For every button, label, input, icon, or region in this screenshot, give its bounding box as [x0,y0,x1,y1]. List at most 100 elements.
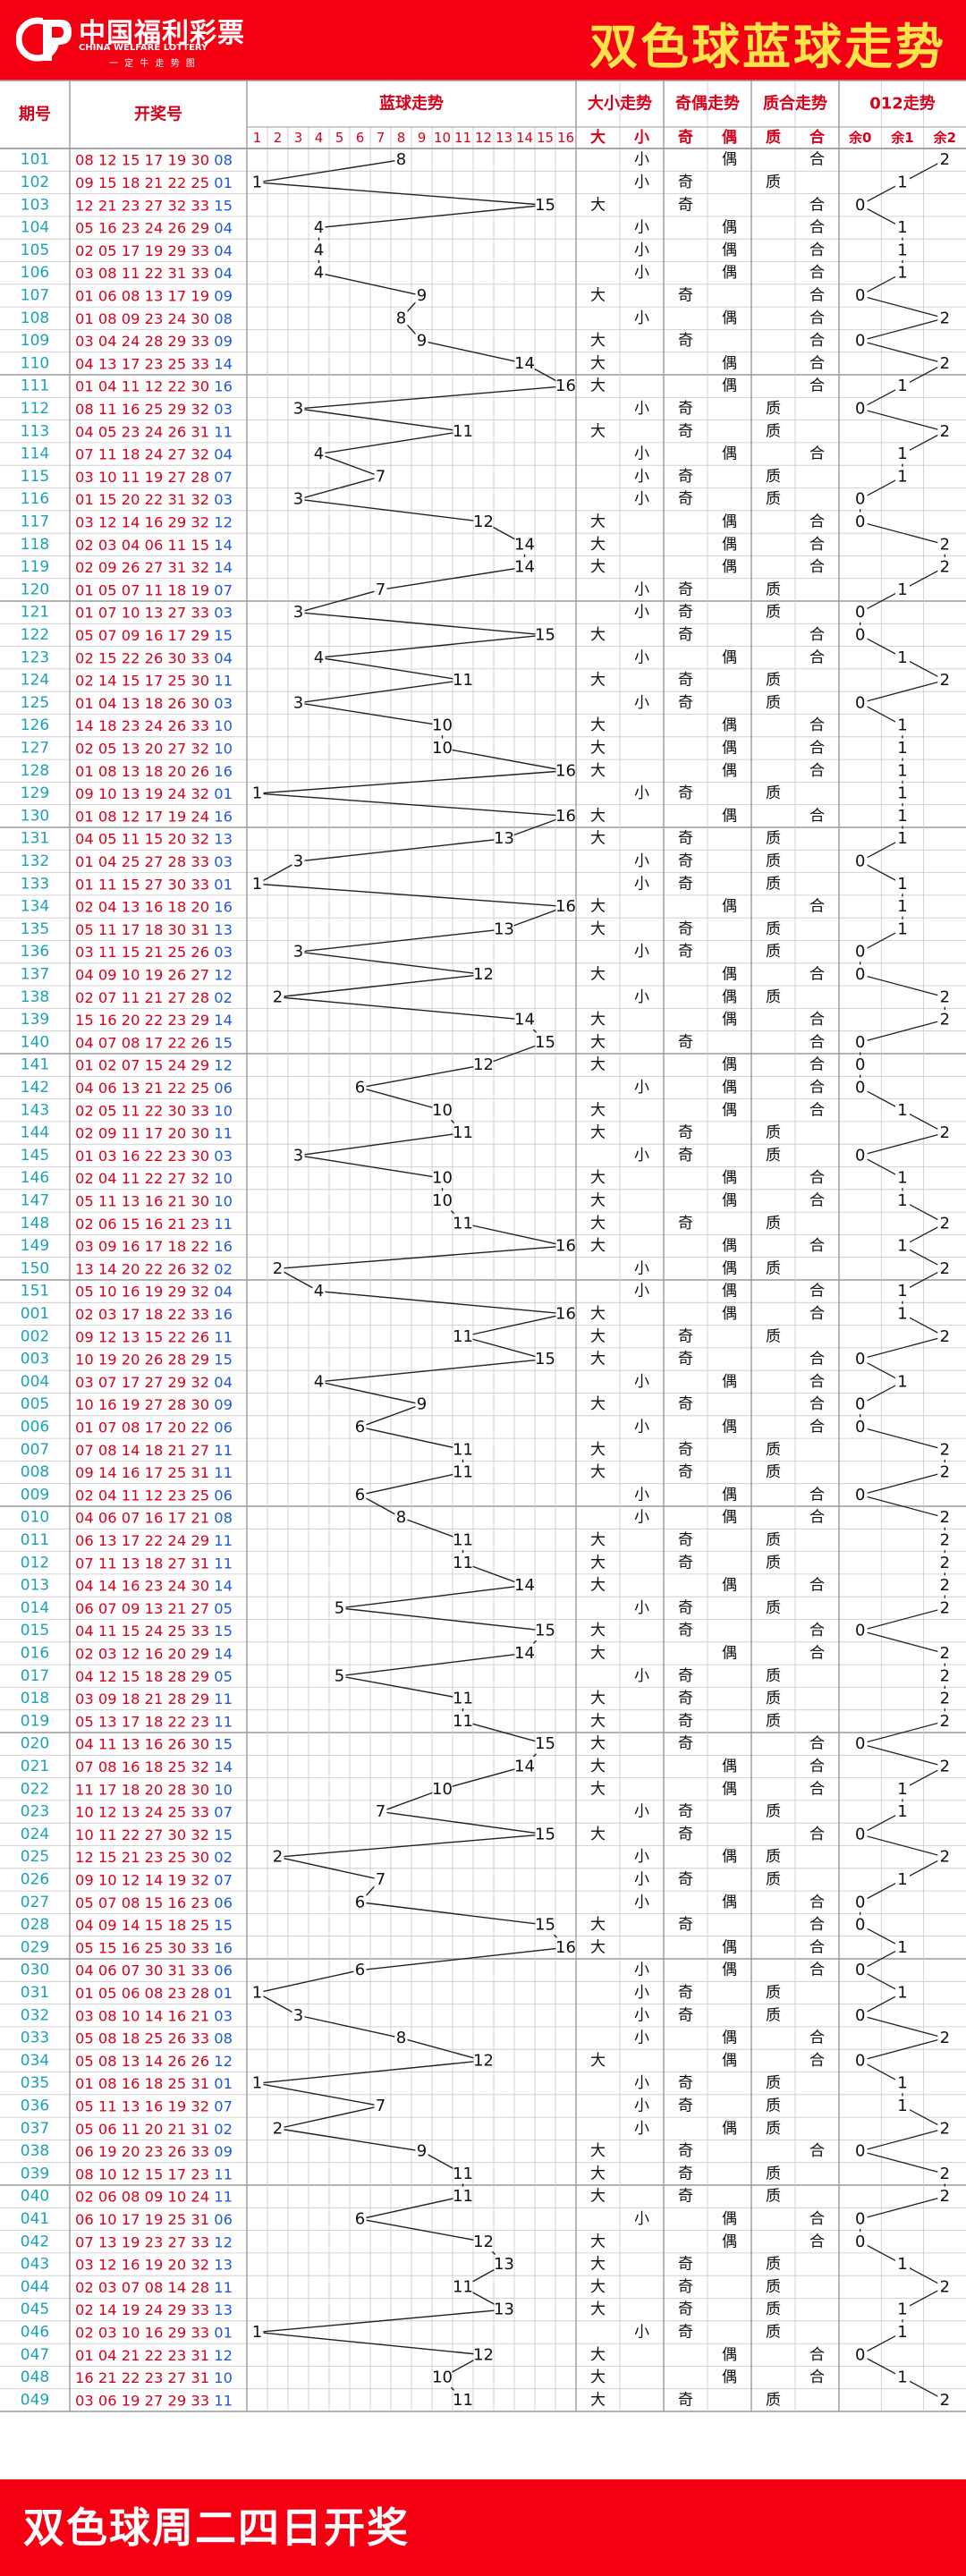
mod3-value: 1 [897,1780,907,1799]
big-small-mark: 小 [634,2097,649,2114]
period-number: 135 [21,920,49,938]
mod3-value: 0 [855,1033,865,1052]
mod3-value: 2 [940,1123,950,1142]
draw-numbers: 04 06 07 30 31 33 06 [75,1962,233,1979]
odd-even-mark: 奇 [678,1327,693,1345]
red-balls: 04 11 13 16 26 30 [75,1735,214,1752]
odd-even-mark: 偶 [722,2210,737,2228]
blue-ball: 15 [214,1826,233,1843]
blue-number-header: 12 [475,130,492,146]
big-small-mark: 大 [590,1554,606,1572]
period-number: 042 [21,2233,49,2250]
big-small-mark: 大 [590,739,606,757]
mod3-label-bg [895,1801,910,1822]
mod3-label-bg [895,1371,910,1392]
blue-number-header: 14 [516,130,533,146]
mod3-value: 2 [940,1259,950,1278]
period-number: 004 [21,1373,49,1391]
blue-trend-point: 15 [535,196,555,215]
period-number: 146 [21,1169,49,1187]
blue-mark-bg [535,1349,555,1369]
odd-even-mark: 奇 [678,2256,693,2274]
draw-numbers: 13 14 20 22 26 32 02 [75,1260,233,1277]
red-balls: 06 19 20 23 26 33 [75,2143,214,2160]
blue-ball: 05 [214,1599,233,1616]
blue-mark-bg [333,1597,346,1618]
blue-mark-bg [312,648,326,668]
blue-trend-segment [298,611,546,636]
blue-trend-point: 11 [453,1440,473,1459]
red-balls: 07 11 13 18 27 31 [75,1555,214,1572]
big-small-mark: 小 [634,468,649,486]
period-number: 113 [21,422,49,440]
mod3-trend-segment [860,340,945,364]
big-small-mark: 小 [634,490,649,508]
blue-trend-segment [277,2105,381,2130]
odd-even-mark: 偶 [722,1780,737,1798]
period-number: 101 [21,151,49,169]
draw-numbers: 02 14 15 17 25 30 11 [75,672,233,689]
odd-even-mark: 偶 [722,716,737,734]
period-number: 143 [21,1101,49,1119]
big-small-mark: 小 [634,242,649,259]
mod3-label-bg [937,1643,953,1664]
blue-mark-bg [555,760,576,781]
mod3-value: 2 [940,1463,950,1482]
mod3-label-bg [895,2300,910,2320]
red-balls: 04 05 11 15 20 32 [75,830,214,847]
big-small-mark: 小 [634,648,649,666]
mod3-value: 1 [897,2255,907,2274]
period-number: 038 [21,2142,49,2160]
blue-mark-bg [535,1915,555,1936]
period-number: 150 [21,1259,49,1277]
blue-trend-segment [360,1946,566,1971]
blue-trend-point: 1 [252,875,262,894]
period-number: 117 [21,513,49,530]
blue-mark-bg [453,1462,473,1483]
big-small-mark: 大 [590,920,606,938]
big-small-mark: 小 [634,1418,649,1436]
blue-ball: 11 [214,1713,233,1730]
red-balls: 02 05 13 20 27 32 [75,740,214,757]
prime-composite-mark: 质 [766,2256,781,2274]
blue-trend-point: 11 [453,1530,473,1549]
odd-even-mark: 奇 [678,2074,693,2092]
blue-mark-bg [312,217,326,238]
period-number: 041 [21,2210,49,2228]
blue-trend-point: 6 [355,1486,365,1504]
draw-numbers: 08 12 15 17 19 30 08 [75,151,233,168]
blue-trend-point: 2 [273,987,283,1006]
blue-trend-segment [257,883,566,908]
blue-number-header: 4 [315,130,324,146]
blue-trend-point: 14 [514,1011,535,1030]
blue-trend-segment [483,1041,546,1066]
odd-even-mark: 奇 [678,1712,693,1730]
blue-number-header: 2 [274,130,283,146]
big-small-mark: 小 [634,1373,649,1391]
blue-mark-bg [453,421,473,442]
blue-ball: 11 [214,1555,233,1572]
blue-ball: 07 [214,581,233,598]
draw-numbers: 05 13 17 18 22 23 11 [75,1713,233,1730]
prime-composite-mark: 合 [809,309,825,327]
period-number: 022 [21,1780,49,1798]
odd-even-mark: 偶 [722,2346,737,2364]
blue-mark-bg [555,896,576,917]
blue-trend-point: 15 [535,1622,555,1640]
draw-numbers: 01 08 13 18 20 26 16 [75,762,233,779]
blue-ball: 12 [214,2233,233,2250]
mod3-value: 0 [855,1395,865,1414]
prime-composite-mark: 合 [809,513,825,530]
blue-mark-bg [394,149,408,170]
red-balls: 13 14 20 22 26 32 [75,1260,214,1277]
draw-numbers: 07 08 14 18 21 27 11 [75,1441,233,1458]
period-number: 108 [21,309,49,327]
mod3-label-bg [895,1168,910,1189]
draw-numbers: 04 14 16 23 24 30 14 [75,1577,233,1594]
red-balls: 01 08 13 18 20 26 [75,762,214,779]
mod3-label-bg [852,1055,868,1075]
prime-composite-mark: 合 [809,1056,825,1074]
blue-ball: 10 [214,2369,233,2386]
lottery-logo: 中国福利彩票 CHINA WELFARE LOTTERY 一 定 牛 走 势 图 [16,9,244,72]
odd-even-mark: 奇 [678,2278,693,2296]
